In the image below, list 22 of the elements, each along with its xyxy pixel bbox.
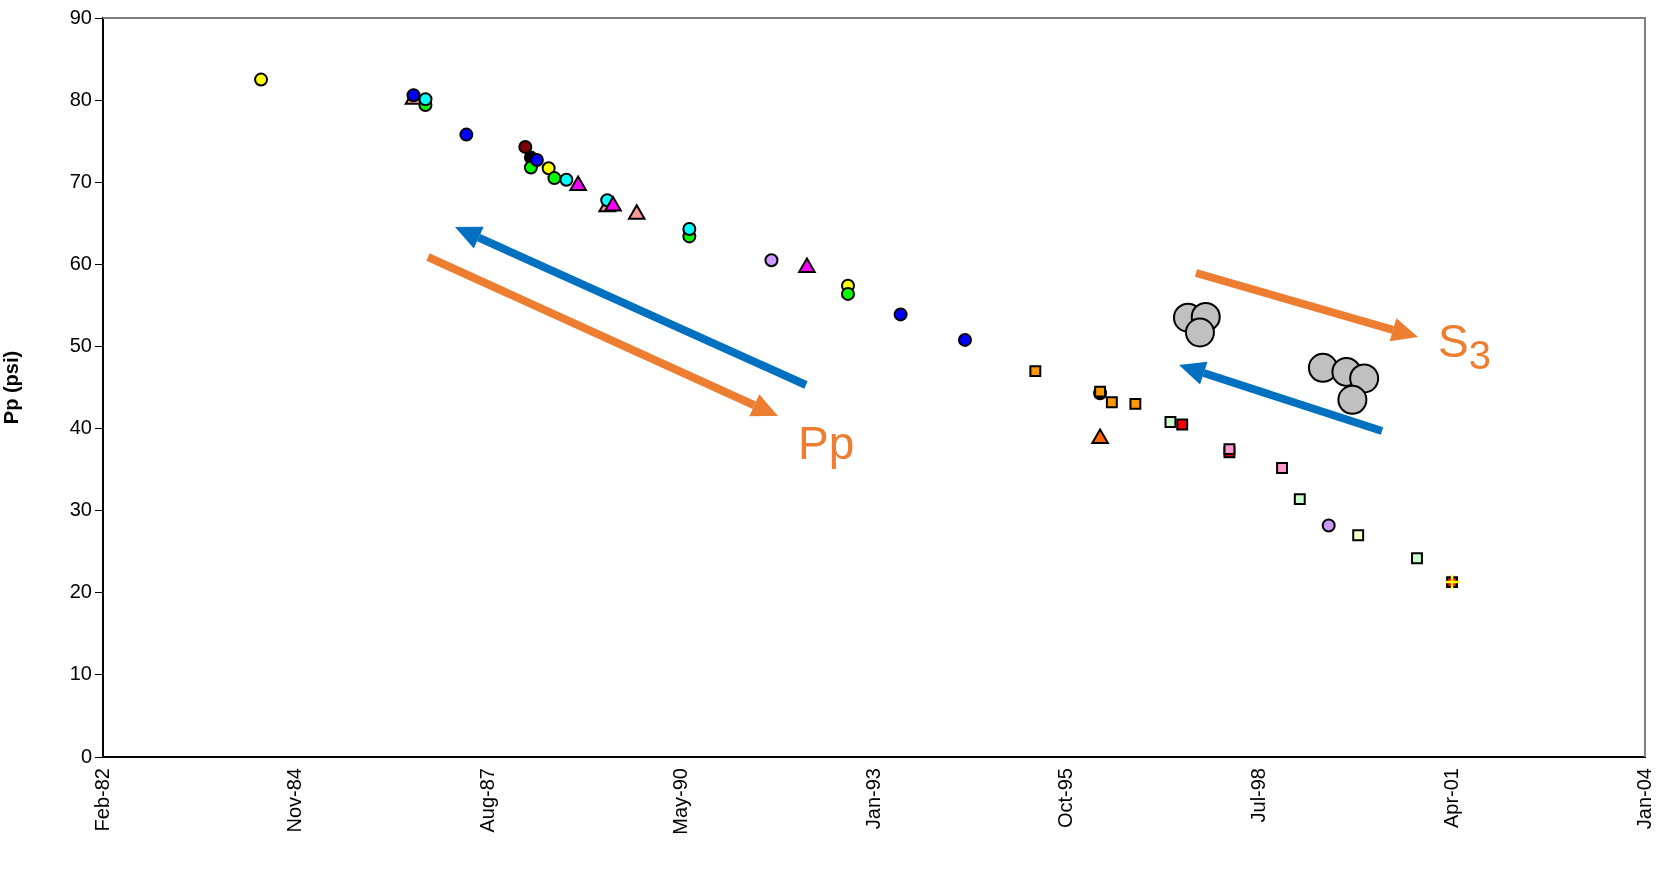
y-tick-label: 40 — [69, 416, 92, 439]
x-tick-label: Jan-93 — [861, 768, 884, 830]
y-tick-label: 10 — [69, 662, 92, 685]
x-tick-label: May-90 — [668, 768, 691, 835]
y-tick-label: 0 — [80, 744, 92, 767]
x-tick-label: Feb-82 — [90, 768, 113, 832]
annotation: S$_{3}$ — [1438, 315, 1491, 377]
x-tick-label: Jan-04 — [1632, 768, 1655, 830]
y-tick-label: 70 — [69, 169, 92, 192]
y-tick-label: 30 — [69, 498, 92, 521]
x-tick-label: Aug-87 — [476, 768, 499, 833]
y-tick-label: 50 — [69, 333, 92, 356]
y-axis-title: Pp (psi) — [0, 350, 22, 425]
x-tick-label: Nov-84 — [283, 768, 306, 833]
annotation: Pp — [798, 417, 855, 469]
x-tick-label: Jul-98 — [1247, 768, 1270, 823]
x-tick-label: Apr-01 — [1439, 768, 1462, 829]
y-tick-label: 90 — [69, 5, 92, 28]
x-tick-label: Oct-95 — [1054, 768, 1077, 829]
y-tick-label: 20 — [69, 580, 92, 603]
y-tick-label: 80 — [69, 87, 92, 110]
y-tick-label: 60 — [69, 251, 92, 274]
